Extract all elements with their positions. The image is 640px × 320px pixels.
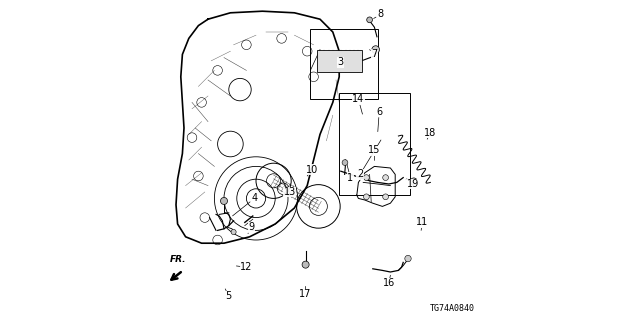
- Bar: [310, 29, 378, 99]
- Text: 16: 16: [383, 278, 395, 288]
- Circle shape: [383, 194, 388, 200]
- Circle shape: [405, 255, 412, 262]
- Text: 19: 19: [406, 179, 419, 189]
- Circle shape: [418, 218, 424, 225]
- Circle shape: [410, 178, 417, 185]
- Text: FR.: FR.: [170, 255, 187, 264]
- Text: 6: 6: [376, 107, 382, 117]
- Text: 7: 7: [371, 49, 378, 60]
- Text: 5: 5: [226, 291, 232, 301]
- Text: 17: 17: [300, 289, 312, 300]
- Circle shape: [342, 160, 348, 165]
- Text: 13: 13: [284, 187, 296, 197]
- Text: 15: 15: [368, 145, 381, 156]
- Text: 2: 2: [357, 169, 363, 180]
- Bar: [339, 93, 410, 195]
- Text: 14: 14: [352, 94, 365, 104]
- Circle shape: [364, 175, 369, 180]
- Text: 8: 8: [378, 9, 384, 20]
- Text: 3: 3: [338, 57, 344, 68]
- Text: 11: 11: [416, 217, 429, 228]
- Text: 12: 12: [240, 262, 253, 272]
- Text: 4: 4: [252, 193, 257, 204]
- Circle shape: [367, 17, 372, 23]
- Circle shape: [220, 197, 228, 204]
- Text: 9: 9: [248, 222, 254, 232]
- Circle shape: [383, 175, 388, 180]
- Circle shape: [302, 261, 309, 268]
- Text: TG74A0840: TG74A0840: [430, 304, 475, 313]
- Circle shape: [372, 46, 380, 53]
- Text: 10: 10: [306, 164, 318, 175]
- Circle shape: [364, 194, 369, 200]
- Bar: [317, 50, 362, 72]
- Text: 1: 1: [348, 172, 353, 183]
- Circle shape: [231, 229, 236, 235]
- Text: 18: 18: [424, 128, 436, 138]
